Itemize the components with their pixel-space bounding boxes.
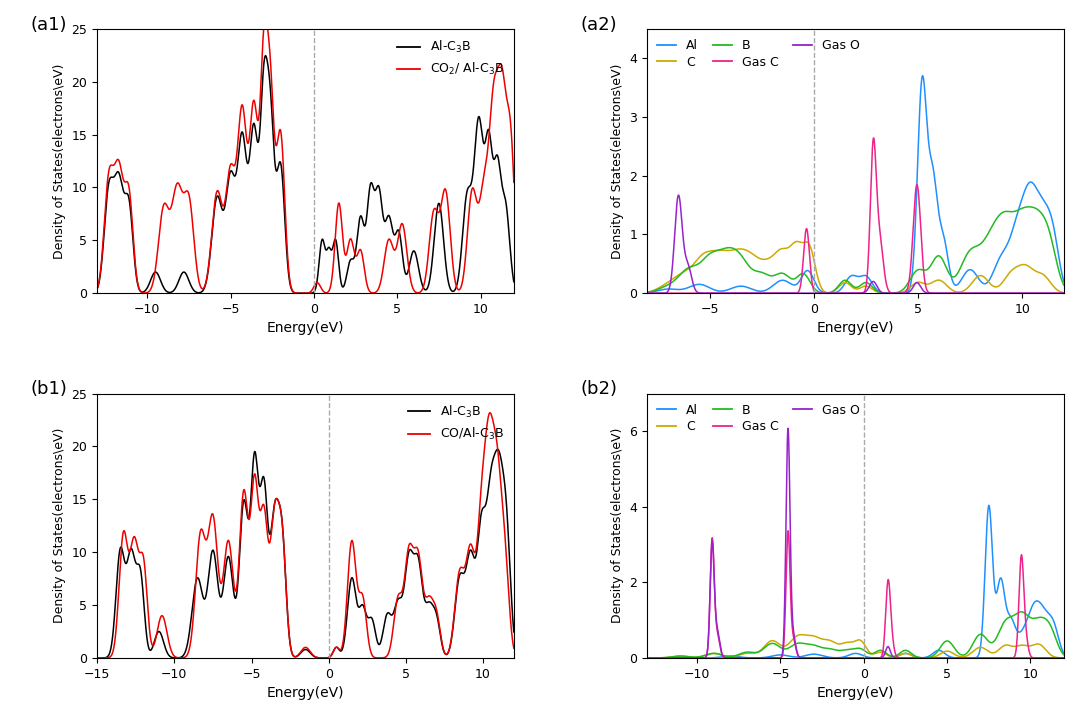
X-axis label: Energy(eV): Energy(eV) (816, 322, 894, 335)
X-axis label: Energy(eV): Energy(eV) (267, 322, 345, 335)
Text: (b2): (b2) (580, 380, 618, 398)
Y-axis label: Density of States(electrons\eV): Density of States(electrons\eV) (53, 428, 66, 623)
X-axis label: Energy(eV): Energy(eV) (267, 686, 345, 700)
Legend: Al-C$_3$B, CO/Al-C$_3$B: Al-C$_3$B, CO/Al-C$_3$B (404, 400, 508, 446)
Text: (a1): (a1) (30, 16, 67, 34)
Text: (a2): (a2) (580, 16, 617, 34)
Legend: Al-C$_3$B, CO$_2$/ Al-C$_3$B: Al-C$_3$B, CO$_2$/ Al-C$_3$B (394, 35, 508, 81)
Legend: Al, C, B, Gas C, Gas O: Al, C, B, Gas C, Gas O (653, 35, 864, 72)
Y-axis label: Density of States(electrons\eV): Density of States(electrons\eV) (53, 64, 66, 259)
Text: (b1): (b1) (30, 380, 67, 398)
Y-axis label: Density of States(electrons\eV): Density of States(electrons\eV) (611, 428, 624, 623)
X-axis label: Energy(eV): Energy(eV) (816, 686, 894, 700)
Legend: Al, C, B, Gas C, Gas O: Al, C, B, Gas C, Gas O (653, 400, 864, 437)
Y-axis label: Density of States(electrons\eV): Density of States(electrons\eV) (611, 64, 624, 259)
